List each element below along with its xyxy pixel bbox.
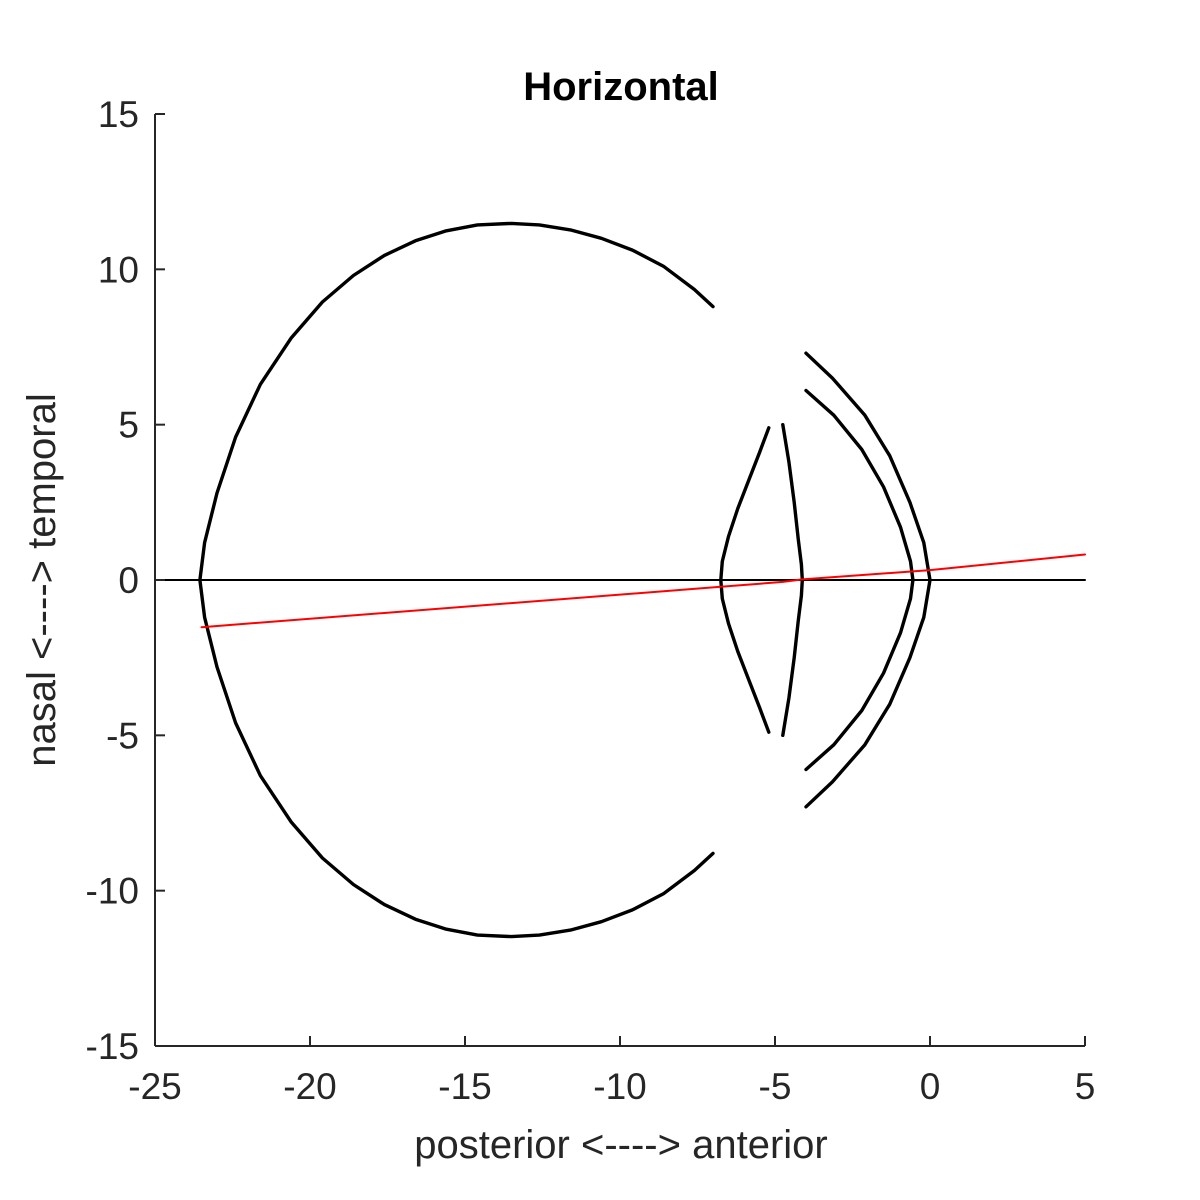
x-tick-label: -25 [128, 1066, 181, 1107]
x-tick-label: -15 [438, 1066, 491, 1107]
y-tick-label: -10 [86, 871, 139, 912]
x-tick-label: -10 [593, 1066, 646, 1107]
y-tick-label: 15 [98, 94, 139, 135]
x-axis-label: posterior <----> anterior [414, 1123, 827, 1167]
x-tick-label: 5 [1075, 1066, 1096, 1107]
x-tick-label: -20 [283, 1066, 336, 1107]
chart-title: Horizontal [523, 65, 719, 109]
y-tick-label: 5 [118, 405, 139, 446]
y-tick-label: 0 [118, 560, 139, 601]
series-line-7 [200, 553, 1086, 629]
x-tick-label: 0 [920, 1066, 941, 1107]
y-tick-label: 10 [98, 249, 139, 290]
y-axis-label: nasal <----> temporal [20, 393, 64, 766]
y-tick-label: -15 [86, 1026, 139, 1067]
y-tick-label: -5 [106, 715, 139, 756]
x-ticks: -25 -20 -15 -10 -5 0 5 [128, 1036, 1095, 1107]
y-ticks: -15 -10 -5 0 5 10 15 [86, 94, 165, 1067]
plot-series [160, 221, 1086, 939]
x-tick-label: -5 [759, 1066, 792, 1107]
